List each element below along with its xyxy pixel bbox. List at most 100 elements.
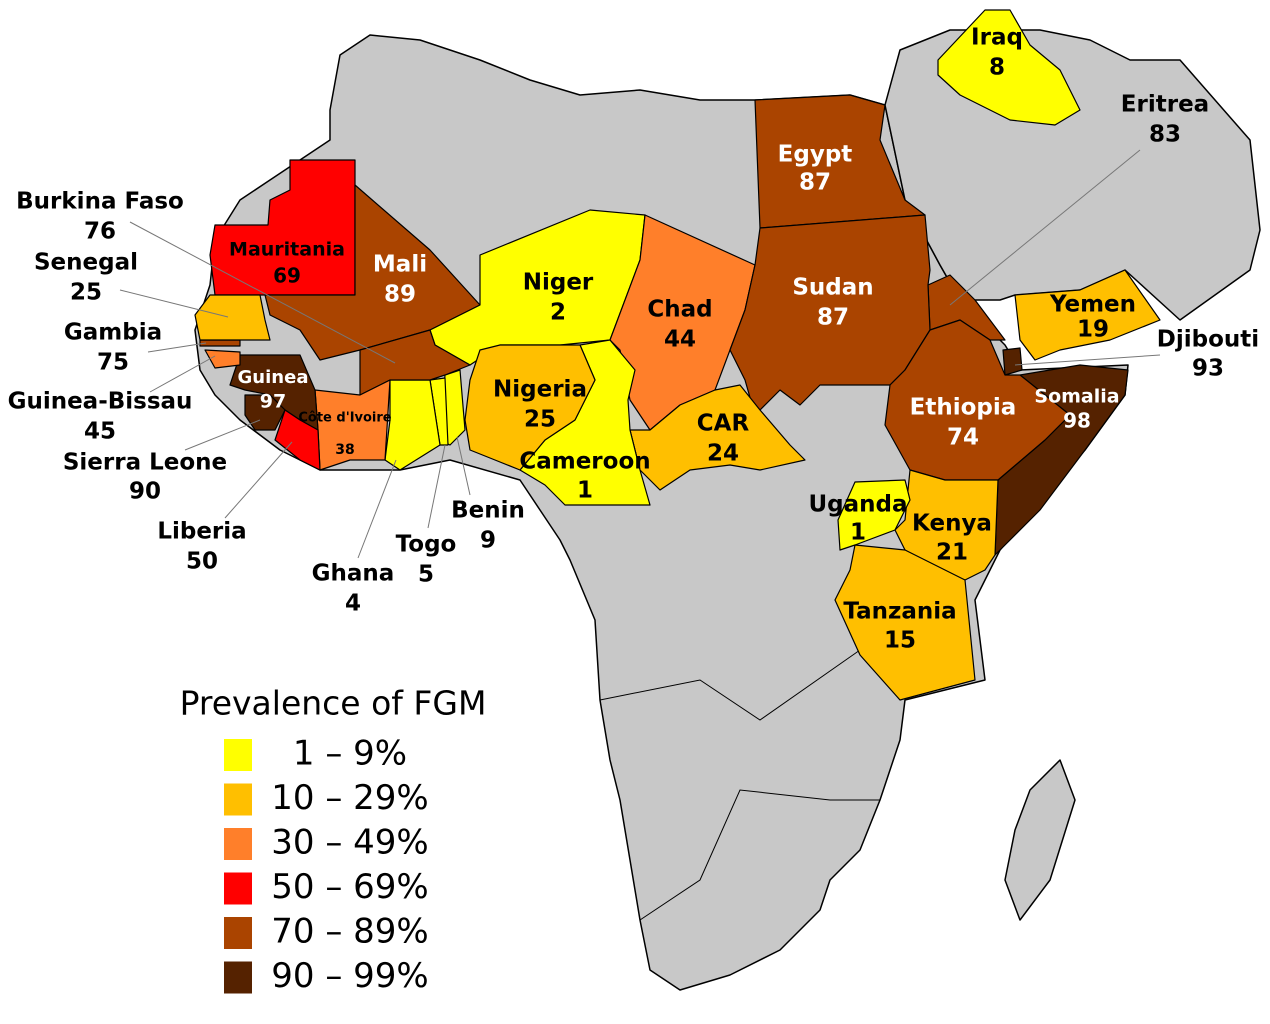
- country-name: Kenya: [912, 511, 992, 537]
- country-name: Benin: [451, 498, 525, 524]
- country-name: Liberia: [157, 519, 246, 545]
- legend: 1 – 9%10 – 29% 30 – 49%50 – 69% 70 – 89%90…: [224, 734, 429, 996]
- leader-line: [224, 441, 293, 519]
- legend-label: 90 – 99%: [271, 956, 428, 996]
- legend-swatch: [224, 783, 252, 816]
- legend-title: Prevalence of FGM: [180, 684, 487, 723]
- country: [194, 294, 271, 341]
- country-name: Côte d'Ivoire: [298, 411, 391, 426]
- country: [729, 214, 931, 416]
- country-value: 4: [345, 591, 361, 617]
- country: [264, 184, 481, 361]
- country-name: Guinea-Bissau: [8, 389, 193, 415]
- country-value: 9: [480, 528, 496, 554]
- country-name: Cameroon: [519, 449, 650, 475]
- country-name: Nigeria: [493, 377, 587, 403]
- country: [1002, 347, 1023, 376]
- country-value: 87: [817, 305, 849, 331]
- country-name: Senegal: [34, 250, 138, 276]
- leader-line: [119, 289, 229, 318]
- country-name: Uganda: [808, 492, 907, 518]
- country-name: Djibouti: [1157, 327, 1259, 353]
- leader-line: [184, 419, 261, 451]
- country-value: 69: [273, 264, 301, 288]
- country-value: 87: [799, 170, 831, 196]
- countries: [194, 9, 1161, 701]
- country: [464, 344, 596, 471]
- country: [204, 349, 241, 369]
- madagascar: [1004, 759, 1076, 921]
- country-name: Yemen: [1049, 292, 1136, 318]
- country: [837, 479, 911, 551]
- country: [244, 394, 286, 431]
- legend-label: 1 – 9%: [293, 734, 407, 774]
- country-value: 75: [97, 350, 129, 376]
- country-name: CAR: [697, 411, 750, 437]
- country-value: 24: [707, 441, 739, 467]
- country-value: 44: [664, 327, 696, 353]
- country-value: 8: [989, 55, 1005, 81]
- country-name: Sierra Leone: [63, 450, 227, 476]
- country-value: 2: [550, 300, 566, 326]
- country-name: Mali: [373, 252, 427, 278]
- country-value: 98: [1063, 409, 1091, 433]
- country-name: Mauritania: [229, 239, 345, 261]
- country-value: 97: [260, 391, 286, 413]
- country-name: Chad: [647, 297, 712, 323]
- country-value: 74: [947, 425, 979, 451]
- country-name: Egypt: [778, 142, 853, 168]
- country-name: Burkina Faso: [16, 189, 184, 215]
- country: [937, 9, 1081, 126]
- country: [629, 384, 806, 491]
- country-value: 25: [524, 407, 556, 433]
- country-value: 19: [1077, 317, 1109, 343]
- country-value: 25: [70, 280, 102, 306]
- country-name: Sudan: [792, 275, 873, 301]
- country-value: 5: [418, 562, 434, 588]
- country-name: Guinea: [238, 367, 309, 388]
- country-name: Tanzania: [843, 599, 956, 625]
- legend-label: 70 – 89%: [271, 912, 428, 952]
- legend-swatch: [224, 917, 252, 949]
- legend-swatch: [224, 961, 252, 994]
- country: [1014, 269, 1161, 361]
- leader-line: [427, 444, 446, 529]
- leader-line: [149, 355, 216, 393]
- leader-line: [357, 459, 397, 559]
- country-value: 15: [884, 628, 916, 654]
- country-name: Niger: [523, 270, 594, 296]
- leader-line: [949, 149, 1141, 306]
- country: [884, 319, 1071, 481]
- country-name: Eritrea: [1121, 92, 1209, 118]
- country-name: Somalia: [1034, 386, 1119, 408]
- country-value: 89: [384, 282, 416, 308]
- country-value: 1: [850, 520, 866, 546]
- legend-label: 30 – 49%: [271, 823, 428, 863]
- leader-line: [129, 221, 396, 364]
- country-name: Togo: [396, 532, 457, 558]
- country-value: 45: [84, 419, 116, 445]
- country-name: Ghana: [312, 561, 395, 587]
- legend-swatch: [224, 739, 252, 771]
- legend-swatch: [224, 872, 252, 905]
- leader-line: [1014, 354, 1161, 366]
- country-value: 21: [936, 540, 968, 566]
- country-value: 38: [335, 442, 354, 458]
- country-value: 83: [1149, 122, 1181, 148]
- legend-swatch: [224, 828, 252, 860]
- country-name: Ethiopia: [910, 395, 1017, 421]
- country-value: 50: [186, 549, 218, 575]
- country-name: Gambia: [64, 320, 162, 346]
- country-value: 1: [577, 478, 593, 504]
- country: [834, 544, 976, 701]
- country-value: 93: [1192, 356, 1224, 382]
- leader-line: [456, 436, 471, 496]
- country-value: 76: [84, 219, 116, 245]
- legend-label: 10 – 29%: [271, 778, 428, 818]
- country-name: Iraq: [971, 25, 1023, 51]
- legend-label: 50 – 69%: [271, 867, 428, 907]
- country-value: 90: [129, 479, 161, 505]
- inner-borders: [639, 789, 880, 921]
